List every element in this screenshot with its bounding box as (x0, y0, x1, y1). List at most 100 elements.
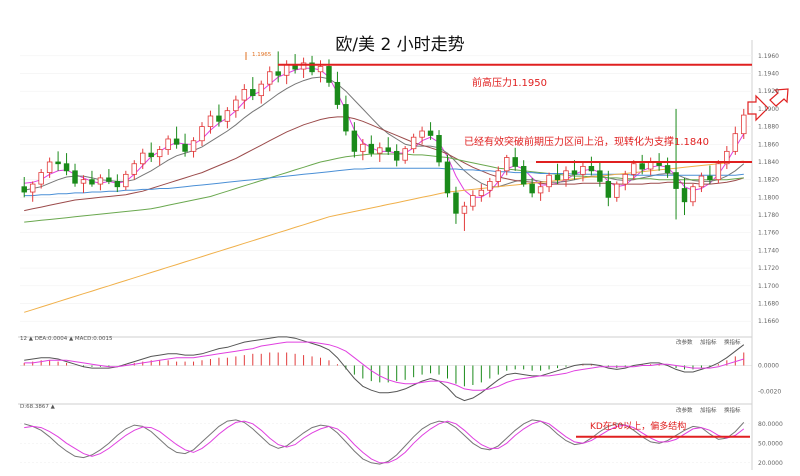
macd-control-switch[interactable]: 换指标 (724, 338, 741, 346)
candle-body (461, 205, 468, 214)
candle-body (29, 183, 36, 193)
macd-control-add[interactable]: 加指标 (700, 338, 717, 346)
candle-body (89, 179, 95, 185)
kd-tick-label: 80.0000 (758, 421, 783, 428)
candle-body (38, 172, 44, 185)
candle-body (343, 104, 349, 132)
candle-body (732, 133, 739, 152)
candle-body (123, 173, 129, 188)
candle-body (385, 147, 391, 152)
candle-body (351, 130, 358, 152)
candle-body (630, 163, 637, 175)
candle-body (72, 170, 78, 184)
candle-body (529, 183, 535, 194)
candle-body (233, 99, 239, 112)
price-tick-label: 1.1760 (758, 230, 779, 237)
candle-body (63, 163, 70, 172)
price-tick-label: 1.1800 (758, 194, 779, 201)
candle-body (673, 172, 679, 189)
candle-body (80, 179, 87, 184)
kd-control-add[interactable]: 加指标 (700, 406, 717, 414)
kd-header: D:68.3867 ▲ (20, 404, 56, 410)
candle-body (97, 177, 104, 185)
price-tick-label: 1.1740 (758, 247, 779, 254)
candle-body (224, 110, 231, 122)
up-right-arrow-icon (769, 88, 789, 107)
candle-body (402, 148, 408, 161)
candle-body (571, 170, 578, 175)
candle-body (715, 163, 722, 181)
price-tick-label: 1.1840 (758, 159, 779, 166)
macd-line (24, 336, 745, 402)
price-tick-label: 1.1820 (758, 177, 779, 184)
candle-body (580, 165, 586, 175)
candle-body (664, 165, 671, 173)
kd-tick-label: 50.0000 (758, 440, 783, 447)
candle-body (487, 181, 493, 191)
candle-body (707, 175, 713, 181)
kd-control-switch[interactable]: 换指标 (724, 406, 741, 414)
moving-average-pink-line (24, 67, 745, 198)
candle-body (106, 177, 112, 182)
candle-body (698, 175, 705, 188)
candle-body (453, 192, 459, 214)
macd-tick-label: 0.0000 (758, 363, 779, 370)
candle-body (681, 188, 688, 203)
candle-body (393, 150, 400, 161)
candle-body (241, 89, 248, 101)
price-tick-label: 1.1860 (758, 141, 779, 148)
price-tick-label: 1.1720 (758, 265, 779, 272)
chart-title: 欧/美 2 小时走势 (335, 35, 464, 55)
candle-body (520, 165, 527, 185)
candle-body (21, 186, 27, 193)
candle-body (360, 143, 366, 152)
candle-body (504, 157, 510, 172)
candle-body (597, 170, 603, 182)
candle-body (216, 115, 222, 122)
candle-body (690, 186, 696, 203)
candle-body (173, 138, 180, 145)
candle-body (444, 161, 451, 194)
candle-body (250, 89, 256, 97)
candle-body (190, 140, 197, 152)
candle-body (605, 181, 612, 198)
price-tick-label: 1.1680 (758, 300, 779, 307)
macd-tick-label: -0.0020 (758, 389, 781, 396)
candle-body (410, 136, 417, 150)
moving-average-orange-line (24, 160, 744, 313)
kd-control-params[interactable]: 改参数 (676, 406, 693, 414)
price-tick-label: 1.1660 (758, 318, 779, 325)
candle-body (55, 161, 61, 165)
candle-body (495, 170, 502, 182)
candle-body (309, 62, 315, 73)
candle-body (275, 71, 281, 76)
candle-body (317, 66, 324, 73)
candle-body (427, 130, 434, 136)
candle-body (436, 135, 442, 163)
price-tick-label: 1.1900 (758, 106, 779, 113)
candle-body (156, 149, 163, 158)
candle-body (300, 62, 307, 70)
price-tick-label: 1.1960 (758, 53, 779, 60)
candle-body (724, 150, 730, 165)
macd-signal-line (24, 341, 744, 391)
candle-body (165, 138, 171, 150)
price-tick-label: 1.1780 (758, 212, 779, 219)
candle-body (478, 189, 485, 196)
candle-body (266, 71, 273, 85)
candle-body (283, 64, 290, 76)
breakout-label: 已经有效突破前期压力区间上沿，现转化为支撑1.1840 (464, 135, 709, 148)
macd-control-params[interactable]: 改参数 (676, 338, 693, 346)
kd-annotation-label: KD在50以上，偏多结构 (590, 420, 686, 432)
candle-body (148, 152, 154, 158)
candle-body (512, 157, 518, 167)
candle-body (131, 163, 138, 175)
candle-body (647, 161, 654, 170)
resistance-label: 前高压力1.1950 (472, 76, 547, 89)
candle-body (114, 181, 121, 188)
candle-body (546, 174, 552, 188)
candle-body (563, 170, 569, 181)
candle-body (140, 152, 146, 165)
